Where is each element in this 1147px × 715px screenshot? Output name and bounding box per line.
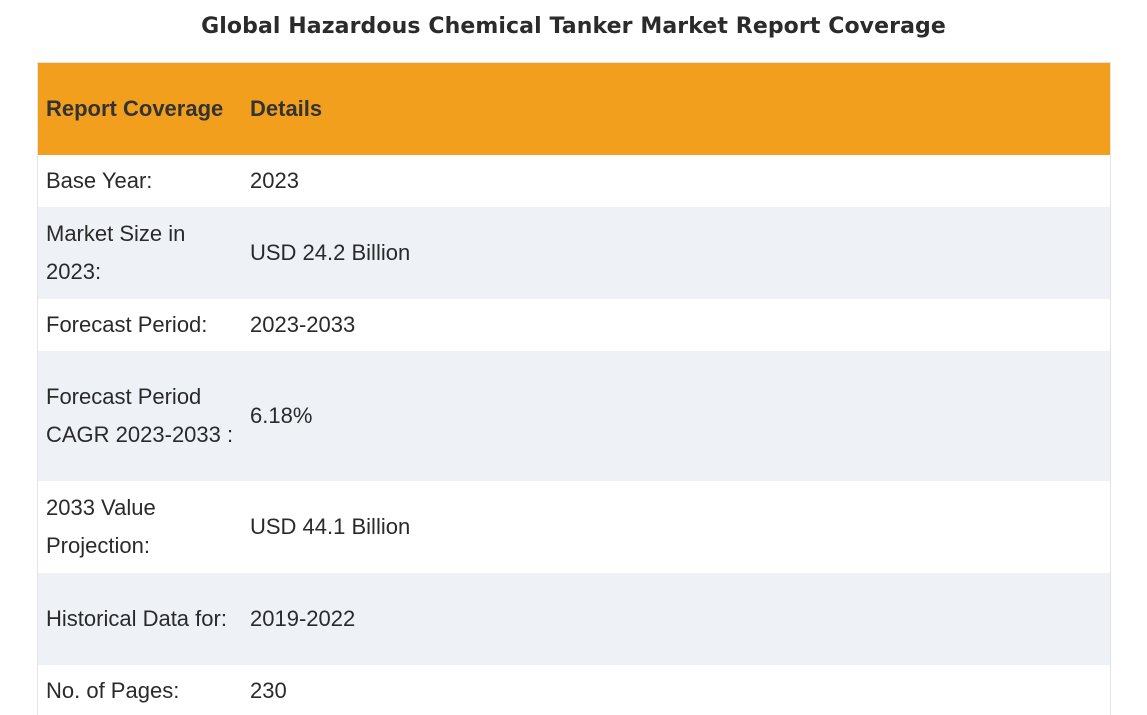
row-label: Forecast Period CAGR 2023-2033 : [46,384,234,447]
report-coverage-table: Report Coverage Details Base Year: 2023 … [38,63,1110,715]
row-value: 2023-2033 [250,312,356,337]
row-label: Market Size in 2023: [46,221,186,284]
row-label: No. of Pages: [46,678,180,703]
table-row: Market Size in 2023: USD 24.2 Billion [38,207,1110,299]
row-label: Base Year: [46,168,153,193]
row-label: Forecast Period: [46,312,208,337]
table-row: Base Year: 2023 [38,155,1110,207]
table-header-row: Report Coverage Details [38,63,1110,155]
row-label: Historical Data for: [46,606,227,631]
row-value: 2023 [250,168,299,193]
row-value: USD 24.2 Billion [250,240,411,265]
page-title: Global Hazardous Chemical Tanker Market … [201,14,946,39]
table-row: Historical Data for: 2019-2022 [38,573,1110,665]
table-row: Forecast Period CAGR 2023-2033 : 6.18% [38,351,1110,481]
report-coverage-table-container: Report Coverage Details Base Year: 2023 … [37,62,1111,715]
row-value: 2019-2022 [250,606,356,631]
row-label: 2033 Value Projection: [46,495,156,558]
row-value: 6.18% [250,403,313,428]
table-row: No. of Pages: 230 [38,665,1110,715]
table-row: 2033 Value Projection: USD 44.1 Billion [38,481,1110,573]
table-row: Forecast Period: 2023-2033 [38,299,1110,351]
column-header-details: Details [242,63,1110,155]
row-value: 230 [250,678,287,703]
column-header-report-coverage: Report Coverage [38,63,242,155]
row-value: USD 44.1 Billion [250,514,411,539]
